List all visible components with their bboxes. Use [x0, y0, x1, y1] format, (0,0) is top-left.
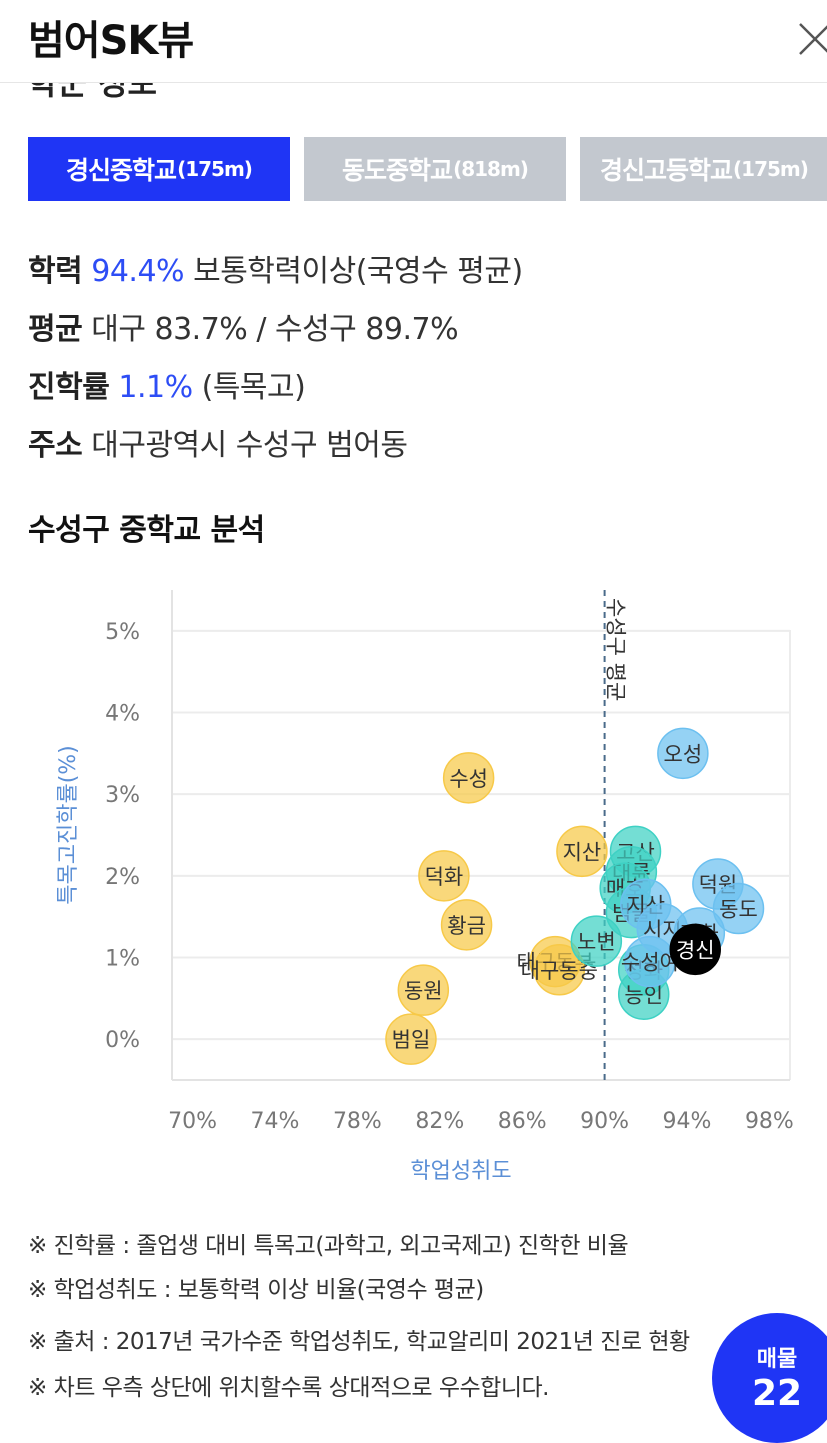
listings-label: 매물 — [756, 1347, 798, 1372]
school-point-label: 황금 — [447, 914, 486, 938]
tab-school-1[interactable]: 경신중학교 (175m) — [28, 137, 290, 201]
school-point — [712, 882, 765, 935]
academic-value: 94.4% — [91, 254, 185, 289]
advance-value: 1.1% — [118, 370, 193, 405]
chart-title: 수성구 중학교 분석 — [28, 513, 265, 548]
school-point — [418, 850, 470, 902]
page-title: 범어SK뷰 — [28, 18, 194, 64]
x-tick-label: 98% — [745, 1109, 794, 1134]
tab-school-2[interactable]: 동도중학교 (818m) — [304, 137, 566, 201]
school-point-label: 범일 — [392, 1028, 431, 1052]
school-point — [442, 752, 495, 804]
tab-distance: (175m) — [733, 157, 809, 181]
advance-desc: (특목고) — [201, 370, 306, 405]
info-label: 주소 — [28, 428, 83, 463]
tab-school-3[interactable]: 경신고등학교 (175m) — [580, 137, 827, 201]
address-text: 대구광역시 수성구 범어동 — [91, 428, 408, 463]
note-line: ※ 진학률 : 졸업생 대비 특목고(과학고, 외고국제고) 진학한 비율 — [28, 1233, 629, 1259]
school-point-label: 노변 — [577, 930, 616, 954]
y-tick-label: 3% — [105, 783, 140, 808]
listings-count: 22 — [751, 1373, 803, 1414]
y-tick-label: 2% — [105, 865, 140, 890]
school-point-label: 경신 — [676, 938, 715, 962]
top-header: 범어SK뷰 — [0, 0, 827, 83]
y-tick-label: 5% — [105, 620, 140, 645]
school-point-label: 지산 — [563, 840, 602, 864]
school-point — [669, 923, 721, 976]
school-point — [440, 899, 493, 951]
note-line: ※ 출처 : 2017년 국가수준 학업성취도, 학교알리미 2021년 진로 … — [28, 1329, 690, 1355]
school-point-label: 동원 — [404, 979, 443, 1003]
info-label: 진학률 — [28, 370, 110, 405]
listings-button[interactable]: 매물 22 — [712, 1313, 827, 1443]
school-point-label: 덕화 — [425, 865, 464, 889]
scatter-chart: 0% 1% 2% 3% 4% 5% 70% 74% 78% 82% 86% 90% 94% 98% 학업성취… — [56, 590, 794, 1184]
x-tick-label: 78% — [333, 1109, 382, 1134]
reference-line-label: 수성구 평균 — [604, 598, 628, 701]
info-advance: 진학률 1.1% (특목고) — [28, 362, 306, 406]
school-point — [385, 1013, 437, 1065]
school-point — [556, 825, 608, 878]
y-tick-label: 1% — [105, 947, 140, 972]
x-tick-label: 74% — [251, 1109, 300, 1134]
x-tick-label: 70% — [168, 1109, 217, 1134]
school-point-label: 수성 — [449, 767, 488, 791]
school-point-label: 동도 — [719, 898, 758, 922]
school-point — [533, 944, 586, 996]
school-tabs: 경신중학교 (175m) 동도중학교 (818m) 경신고등학교 (175m) — [28, 137, 827, 201]
info-academic: 학력 94.4% 보통학력이상(국영수 평균) — [28, 246, 523, 290]
school-point — [570, 915, 623, 967]
school-point-label: 능인 — [624, 983, 663, 1007]
x-tick-label: 82% — [415, 1109, 464, 1134]
tab-distance: (175m) — [177, 157, 253, 181]
y-tick-label: 4% — [105, 702, 140, 727]
x-tick-label: 90% — [580, 1109, 629, 1134]
info-address: 주소 대구광역시 수성구 범어동 — [28, 420, 408, 464]
info-label: 학력 — [28, 254, 83, 289]
school-point — [397, 964, 450, 1016]
info-average: 평균 대구 83.7% / 수성구 89.7% — [28, 304, 459, 348]
school-point-label: 오성 — [664, 742, 703, 766]
tab-label: 경신중학교 — [66, 156, 177, 185]
tab-label: 경신고등학교 — [600, 156, 733, 185]
x-axis-label: 학업성취도 — [410, 1159, 511, 1184]
academic-desc: 보통학력이상(국영수 평균) — [193, 254, 523, 289]
info-label: 평균 — [28, 312, 83, 347]
school-point-label: 수성여 — [621, 951, 679, 975]
tab-distance: (818m) — [453, 157, 529, 181]
x-tick-label: 86% — [498, 1109, 547, 1134]
y-tick-label: 0% — [105, 1028, 140, 1053]
close-icon[interactable] — [796, 14, 827, 64]
average-text: 대구 83.7% / 수성구 89.7% — [91, 312, 459, 347]
note-line: ※ 차트 우측 상단에 위치할수록 상대적으로 우수합니다. — [28, 1375, 549, 1401]
y-axis-label: 특목고진학률(%) — [56, 745, 81, 905]
school-point — [657, 727, 709, 780]
x-tick-label: 94% — [663, 1109, 712, 1134]
tab-label: 동도중학교 — [342, 156, 453, 185]
note-line: ※ 학업성취도 : 보통학력 이상 비율(국영수 평균) — [28, 1277, 484, 1303]
